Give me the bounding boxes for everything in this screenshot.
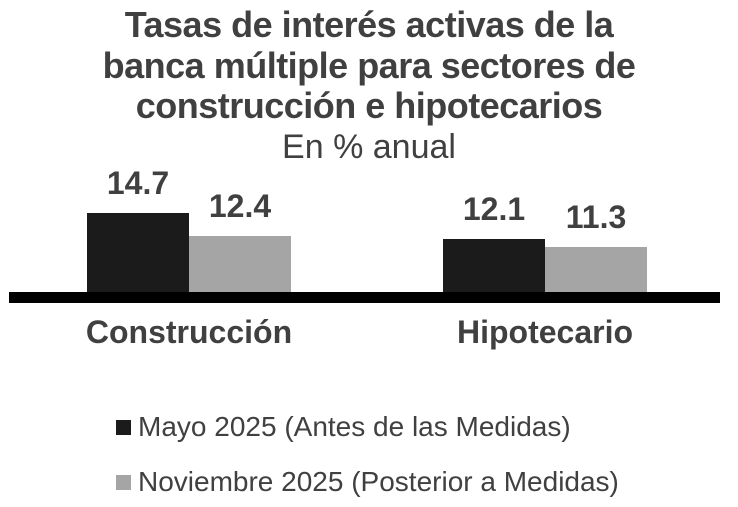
legend: Mayo 2025 (Antes de las Medidas) Noviembr… [116,411,619,507]
value-label-hipotecario-noviembre: 11.3 [565,199,627,235]
bar-construccion-noviembre [189,236,291,292]
value-label-construccion-mayo: 14.7 [106,165,170,201]
chart-title-line-3: construcción e hipotecarios [135,85,603,126]
category-label-hipotecario: Hipotecario [456,314,634,350]
chart-title-line-1: Tasas de interés activas de la [124,4,614,45]
bar-construccion-mayo [87,213,189,292]
bar-hipotecario-mayo [443,239,545,292]
bar-hipotecario-noviembre [545,247,647,292]
legend-label: Noviembre 2025 (Posterior a Medidas) [138,466,619,497]
legend-item-noviembre: Noviembre 2025 (Posterior a Medidas) [116,466,619,498]
chart-subtitle: En % anual [282,127,456,166]
chart-title-line-2: banca múltiple para sectores de [102,44,636,86]
legend-label: Mayo 2025 (Antes de las Medidas) [138,411,571,442]
category-label-construccion: Construcción [85,314,293,350]
value-label-construccion-noviembre: 12.4 [208,188,272,224]
chart-title: Tasas de interés activas de la banca múl… [0,4,738,167]
x-axis-line [9,292,720,303]
value-label-hipotecario-mayo: 12.1 [462,191,526,227]
legend-item-mayo: Mayo 2025 (Antes de las Medidas) [116,411,619,443]
legend-swatch-icon [116,474,131,490]
legend-swatch-icon [116,419,131,435]
